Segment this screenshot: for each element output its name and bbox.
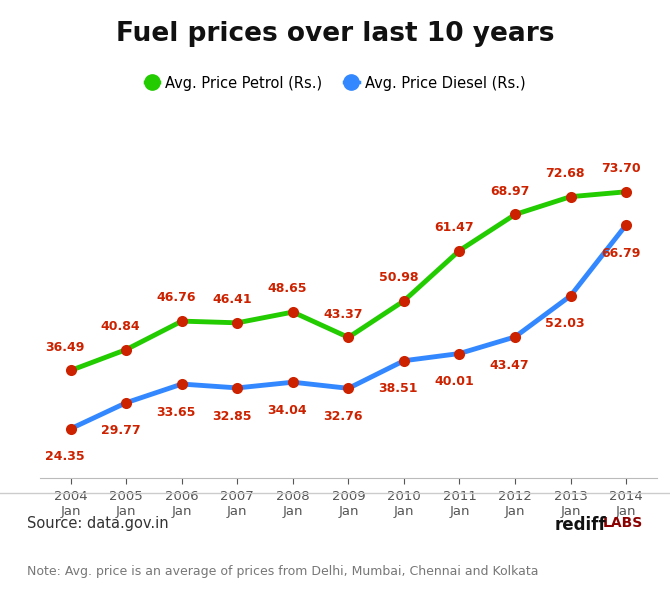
Text: 52.03: 52.03 (545, 318, 585, 331)
Text: 34.04: 34.04 (267, 404, 307, 417)
Text: 61.47: 61.47 (434, 221, 474, 234)
Text: 32.85: 32.85 (212, 410, 251, 423)
Text: 73.70: 73.70 (601, 162, 641, 175)
Text: 48.65: 48.65 (267, 282, 307, 295)
Text: 32.76: 32.76 (323, 410, 362, 423)
Text: 40.01: 40.01 (434, 375, 474, 388)
Text: Fuel prices over last 10 years: Fuel prices over last 10 years (116, 21, 554, 47)
Text: 68.97: 68.97 (490, 185, 529, 198)
Text: 43.37: 43.37 (323, 307, 362, 321)
Text: 33.65: 33.65 (157, 405, 196, 419)
Text: 50.98: 50.98 (379, 271, 418, 284)
Text: 24.35: 24.35 (46, 450, 85, 463)
Text: 72.68: 72.68 (545, 167, 585, 180)
Text: 43.47: 43.47 (490, 359, 529, 371)
Legend: Avg. Price Petrol (Rs.), Avg. Price Diesel (Rs.): Avg. Price Petrol (Rs.), Avg. Price Dies… (139, 70, 531, 97)
Text: 66.79: 66.79 (601, 246, 641, 260)
Text: 46.41: 46.41 (212, 293, 252, 306)
Text: 40.84: 40.84 (101, 320, 141, 332)
Text: 46.76: 46.76 (157, 291, 196, 304)
Text: 36.49: 36.49 (46, 341, 85, 353)
Text: 29.77: 29.77 (101, 425, 141, 437)
Text: Source: data.gov.in: Source: data.gov.in (27, 517, 168, 532)
Text: 38.51: 38.51 (379, 382, 418, 395)
Text: Note: Avg. price is an average of prices from Delhi, Mumbai, Chennai and Kolkata: Note: Avg. price is an average of prices… (27, 565, 538, 578)
Text: rediff: rediff (555, 517, 606, 535)
Text: LABS: LABS (603, 517, 643, 530)
